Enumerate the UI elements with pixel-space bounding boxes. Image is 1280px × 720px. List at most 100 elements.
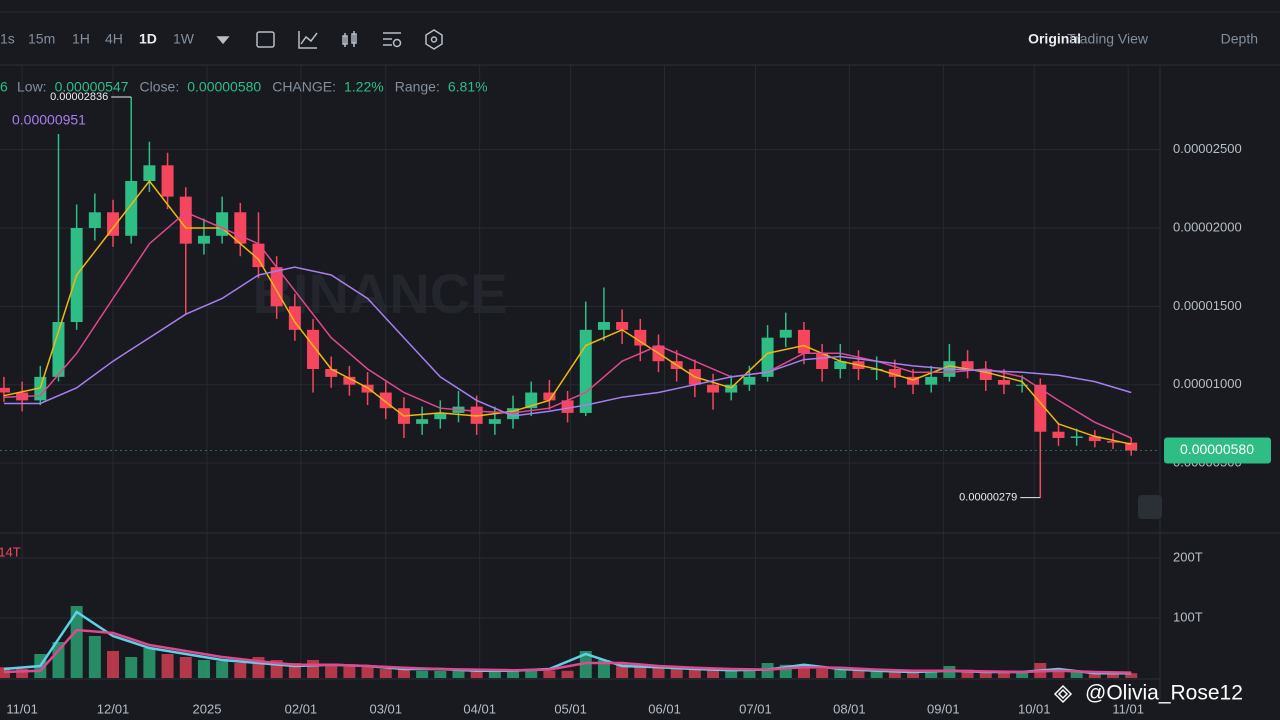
legend-value: 0.00000547 bbox=[55, 79, 129, 95]
candle-body bbox=[925, 376, 938, 385]
volume-bar bbox=[416, 670, 429, 678]
interval-button[interactable]: 15m bbox=[28, 31, 55, 47]
x-tick-label: 05/01 bbox=[554, 701, 587, 716]
ma-value: 0.00000951 bbox=[12, 112, 86, 128]
volume-bar bbox=[507, 670, 520, 678]
candle-body bbox=[234, 212, 247, 244]
indicator-icon[interactable] bbox=[298, 31, 318, 49]
candle-body bbox=[579, 329, 592, 413]
volume-bar bbox=[961, 669, 974, 678]
candle-body bbox=[597, 322, 610, 330]
candle-body bbox=[197, 235, 210, 244]
volume-bar bbox=[707, 670, 720, 678]
candle-body bbox=[634, 329, 647, 346]
volume-bar bbox=[870, 670, 883, 678]
candle-body bbox=[743, 376, 756, 385]
candle-body bbox=[1125, 442, 1138, 451]
volume-bar bbox=[452, 669, 465, 678]
candle-icon[interactable] bbox=[342, 31, 357, 47]
candle-body bbox=[288, 306, 301, 330]
x-tick-label: 04/01 bbox=[463, 701, 496, 716]
volume-bar bbox=[70, 606, 83, 678]
volume-bar bbox=[543, 670, 556, 678]
candle-body bbox=[561, 400, 574, 413]
annotation-label: 0.00002836 bbox=[50, 91, 108, 103]
candle-body bbox=[325, 369, 338, 377]
volume-bar bbox=[1107, 672, 1120, 678]
volume-bar bbox=[488, 670, 501, 678]
y-tick-label: 0.00002500 bbox=[1173, 141, 1242, 156]
moving-average-line bbox=[3, 266, 1132, 417]
volume-bar bbox=[343, 666, 356, 678]
settings-icon[interactable] bbox=[383, 32, 401, 46]
volume-bar bbox=[652, 667, 665, 678]
candle-body bbox=[343, 376, 356, 385]
x-tick-label: 07/01 bbox=[739, 701, 772, 716]
volume-bar bbox=[597, 660, 610, 678]
view-button[interactable]: Depth bbox=[1221, 31, 1258, 47]
volume-bar bbox=[797, 667, 810, 678]
volume-bar bbox=[561, 670, 574, 678]
volume-bar bbox=[579, 651, 592, 678]
hex-dot bbox=[430, 36, 438, 43]
interval-button[interactable]: 4H bbox=[105, 31, 123, 47]
x-tick-label: 12/01 bbox=[97, 701, 130, 716]
candle-body bbox=[616, 322, 629, 330]
candle-body bbox=[107, 212, 120, 236]
volume-bar bbox=[179, 657, 192, 678]
legend-label: Range: bbox=[395, 79, 440, 95]
candle-body bbox=[488, 419, 501, 424]
candle-body bbox=[979, 369, 992, 380]
candle-body bbox=[779, 329, 792, 338]
volume-bar bbox=[725, 670, 738, 678]
volume-bar bbox=[434, 670, 447, 678]
candle-body bbox=[307, 329, 320, 370]
candle-body bbox=[252, 243, 265, 268]
candle-body bbox=[0, 387, 10, 393]
plot: 0.000005000.000010000.000015000.00002000… bbox=[0, 65, 1271, 716]
legend-label: Low: bbox=[17, 79, 47, 95]
volume-bar bbox=[107, 651, 120, 678]
volume-bar bbox=[470, 670, 483, 678]
candle-body bbox=[161, 165, 174, 197]
x-tick-label: 11/01 bbox=[6, 701, 38, 716]
interval-button[interactable]: 1D bbox=[139, 31, 157, 47]
candle-body bbox=[179, 196, 192, 244]
x-tick-label: 09/01 bbox=[927, 701, 960, 716]
volume-bar bbox=[161, 654, 174, 678]
y-tick-label: 0.00002000 bbox=[1173, 219, 1242, 234]
candle-body bbox=[797, 329, 810, 354]
annotation-label: 0.00000279 bbox=[959, 492, 1017, 504]
calendar-icon[interactable] bbox=[256, 31, 275, 48]
volume-bar bbox=[925, 670, 938, 678]
toolbar-icons bbox=[216, 29, 443, 50]
tool-button[interactable] bbox=[1138, 495, 1162, 519]
volume-bar bbox=[743, 669, 756, 678]
interval-button[interactable]: 1s bbox=[0, 31, 15, 47]
volume-bar bbox=[361, 667, 374, 678]
candle-body bbox=[416, 419, 429, 424]
moving-average-line bbox=[3, 211, 1132, 439]
view-button[interactable]: Trading View bbox=[1067, 31, 1149, 47]
candle-body bbox=[434, 412, 447, 420]
candle-body bbox=[1052, 431, 1065, 438]
view-button[interactable]: Original bbox=[1028, 31, 1081, 47]
interval-button[interactable]: 1W bbox=[173, 31, 195, 47]
volume-bar bbox=[670, 669, 683, 678]
volume-bar bbox=[852, 670, 865, 678]
candle-body bbox=[1034, 384, 1047, 432]
candle-body bbox=[961, 361, 974, 370]
interval-button[interactable]: 1H bbox=[72, 31, 90, 47]
volume-bar bbox=[143, 648, 156, 678]
candle-body bbox=[761, 337, 774, 377]
x-tick-label: 2025 bbox=[193, 701, 222, 716]
hex-icon[interactable] bbox=[425, 29, 443, 50]
legend-value: 0.00000580 bbox=[187, 79, 261, 95]
volume-bar bbox=[816, 669, 829, 678]
volume-bar bbox=[888, 670, 901, 678]
dropdown-icon[interactable] bbox=[216, 36, 230, 45]
moving-average-line bbox=[3, 628, 1132, 674]
volume-bar bbox=[834, 669, 847, 678]
